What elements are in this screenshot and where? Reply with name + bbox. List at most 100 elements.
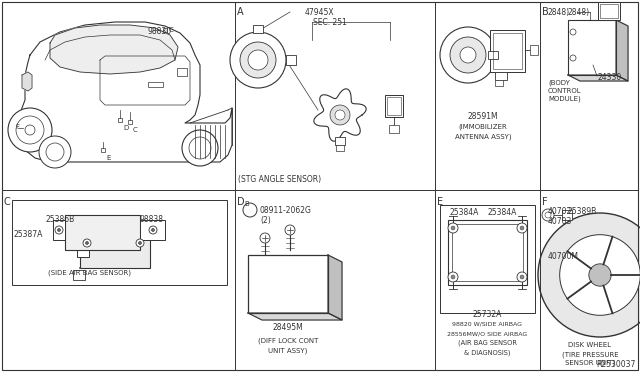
Circle shape — [86, 241, 88, 244]
Circle shape — [55, 226, 63, 234]
Text: 25384A: 25384A — [488, 208, 517, 217]
Circle shape — [450, 37, 486, 73]
Text: B: B — [244, 201, 250, 207]
Text: 28495M: 28495M — [273, 323, 303, 332]
Bar — [335, 137, 345, 145]
Circle shape — [451, 275, 455, 279]
Bar — [448, 220, 527, 285]
Text: 25384A: 25384A — [449, 208, 478, 217]
Circle shape — [149, 226, 157, 234]
Bar — [65, 215, 140, 250]
Text: 98820 W/SIDE AIRBAG: 98820 W/SIDE AIRBAG — [452, 322, 522, 327]
Circle shape — [138, 241, 141, 244]
Text: B: B — [542, 7, 548, 17]
Bar — [568, 20, 616, 75]
Text: E: E — [106, 155, 110, 161]
Text: 40703: 40703 — [548, 217, 572, 226]
Text: D: D — [123, 125, 128, 131]
Circle shape — [517, 272, 527, 282]
Bar — [177, 68, 187, 76]
Text: (STG ANGLE SENSOR): (STG ANGLE SENSOR) — [239, 175, 321, 184]
Circle shape — [248, 50, 268, 70]
Text: 2848): 2848) — [547, 8, 569, 17]
Circle shape — [448, 272, 458, 282]
Circle shape — [152, 228, 154, 231]
Bar — [80, 233, 150, 268]
Circle shape — [330, 105, 350, 125]
Polygon shape — [22, 72, 32, 91]
Circle shape — [520, 275, 524, 279]
Text: R2530037: R2530037 — [596, 360, 636, 369]
Text: 98830: 98830 — [148, 27, 172, 36]
Bar — [148, 82, 163, 87]
Text: CONTROL: CONTROL — [548, 88, 582, 94]
Circle shape — [58, 228, 61, 231]
Circle shape — [538, 213, 640, 337]
Bar — [73, 270, 85, 280]
Text: 08911-2062G: 08911-2062G — [260, 206, 312, 215]
Text: 98838: 98838 — [140, 215, 164, 224]
Bar — [488, 51, 498, 59]
Circle shape — [517, 223, 527, 233]
Bar — [336, 145, 344, 151]
Text: C: C — [3, 197, 10, 207]
Bar — [598, 2, 620, 20]
Text: & DIAGNOSIS): & DIAGNOSIS) — [464, 349, 510, 356]
Text: DISK WHEEL: DISK WHEEL — [568, 342, 612, 348]
Text: UNIT ASSY): UNIT ASSY) — [268, 348, 308, 355]
Bar — [140, 220, 165, 240]
Text: (DIFF LOCK CONT: (DIFF LOCK CONT — [258, 338, 318, 344]
Circle shape — [39, 136, 71, 168]
Bar — [389, 125, 399, 133]
Text: MODULE): MODULE) — [548, 96, 580, 103]
Text: 40700M: 40700M — [548, 252, 579, 261]
Polygon shape — [248, 313, 342, 320]
Bar — [12, 200, 227, 285]
Bar — [490, 30, 525, 72]
Circle shape — [560, 235, 640, 315]
Text: (AIR BAG SENSOR: (AIR BAG SENSOR — [458, 340, 516, 346]
Text: SENSOR UNIT): SENSOR UNIT) — [565, 360, 615, 366]
Polygon shape — [328, 255, 342, 320]
Text: (BODY: (BODY — [548, 80, 570, 87]
Circle shape — [542, 209, 554, 221]
Bar — [562, 210, 572, 220]
Bar — [77, 237, 89, 257]
Text: ANTENNA ASSY): ANTENNA ASSY) — [454, 134, 511, 141]
Circle shape — [182, 130, 218, 166]
Bar — [53, 220, 65, 240]
Bar — [440, 205, 535, 313]
Circle shape — [240, 42, 276, 78]
Text: C: C — [133, 127, 138, 133]
Bar — [495, 72, 507, 80]
Circle shape — [83, 239, 91, 247]
Text: D: D — [237, 197, 244, 207]
Bar — [530, 45, 538, 55]
Bar — [600, 4, 618, 18]
Circle shape — [460, 47, 476, 63]
Polygon shape — [314, 89, 366, 141]
Text: 2848): 2848) — [568, 8, 590, 17]
Polygon shape — [616, 20, 628, 81]
Bar — [387, 97, 401, 115]
Text: A: A — [237, 7, 244, 17]
Circle shape — [8, 108, 52, 152]
Circle shape — [260, 233, 270, 243]
Text: (IMMOBILIZER: (IMMOBILIZER — [459, 124, 508, 131]
Bar — [493, 33, 522, 69]
Circle shape — [440, 27, 496, 83]
Circle shape — [451, 226, 455, 230]
Circle shape — [448, 223, 458, 233]
Text: C: C — [169, 27, 173, 33]
Text: 25387A: 25387A — [14, 230, 44, 239]
Circle shape — [520, 226, 524, 230]
Text: 47945X: 47945X — [305, 8, 335, 17]
Text: 25732A: 25732A — [472, 310, 502, 319]
Polygon shape — [568, 75, 628, 81]
Polygon shape — [18, 22, 232, 162]
Text: F: F — [542, 197, 548, 207]
Bar — [253, 25, 263, 33]
Text: (2): (2) — [260, 216, 271, 225]
Bar — [385, 95, 403, 117]
Bar — [286, 55, 296, 65]
